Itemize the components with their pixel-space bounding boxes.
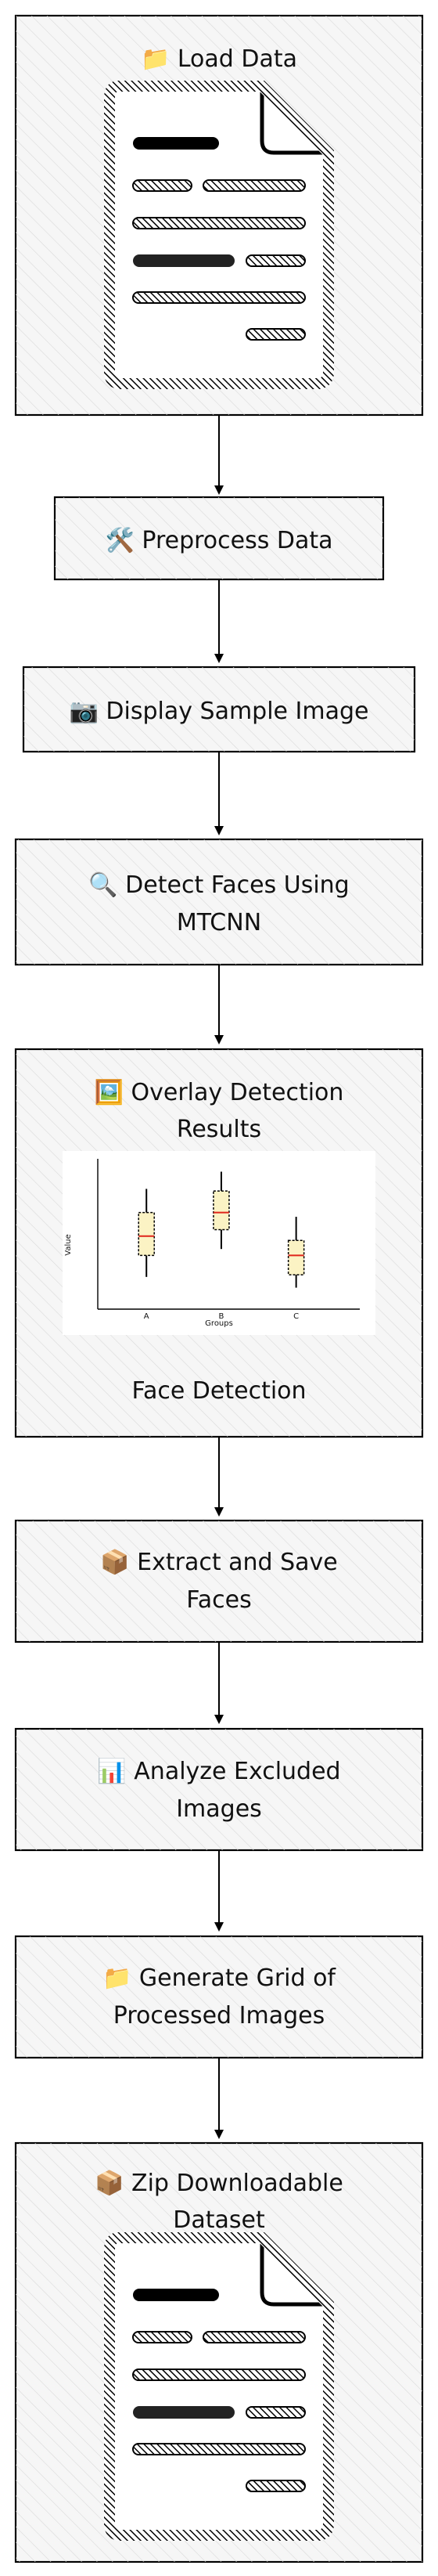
- node-analyze-excluded-line2: Images: [176, 1795, 262, 1823]
- document-icon: [110, 86, 328, 384]
- node-overlay-detection-line1: 🖼️ Overlay Detection: [95, 1078, 344, 1106]
- arrow-6: [214, 1642, 224, 1724]
- node-analyze-excluded: 📊 Analyze Excluded Images: [14, 1727, 424, 1852]
- box-B: [213, 1190, 230, 1231]
- node-extract-save-faces-line2: Faces: [186, 1586, 251, 1614]
- chart-caption: Face Detection: [131, 1377, 306, 1405]
- bar-chart-icon: 📊: [97, 1757, 126, 1785]
- arrow-5: [214, 1437, 224, 1517]
- folder-icon: 📁: [141, 45, 170, 73]
- x-tick-label-A: A: [144, 1312, 149, 1321]
- node-zip-dataset-line1: 📦 Zip Downloadable: [95, 2169, 343, 2197]
- x-tick-label-C: C: [293, 1312, 299, 1321]
- node-analyze-excluded-line1: 📊 Analyze Excluded: [97, 1757, 340, 1785]
- node-load-data-label: 📁 Load Data: [141, 45, 297, 73]
- y-axis-label: Value: [64, 1234, 73, 1255]
- tools-icon: 🛠️: [105, 525, 134, 554]
- package-icon: 📦: [100, 1548, 129, 1576]
- arrow-4: [214, 965, 224, 1044]
- box-C: [287, 1239, 305, 1275]
- arrow-3: [214, 752, 224, 835]
- box-A: [138, 1211, 155, 1257]
- node-display-sample-image-label: 📷 Display Sample Image: [70, 698, 369, 725]
- node-zip-dataset-line2: Dataset: [173, 2206, 265, 2234]
- node-generate-grid: 📁 Generate Grid of Processed Images: [14, 1935, 424, 2059]
- camera-icon: 📷: [70, 698, 99, 725]
- folder-icon: 📁: [102, 1964, 131, 1992]
- node-preprocess-data: 🛠️ Preprocess Data: [53, 496, 385, 581]
- node-load-data: 📁 Load Data: [14, 14, 424, 417]
- arrow-2: [214, 579, 224, 663]
- box-plot-chart: Value Groups A B C: [63, 1151, 375, 1335]
- picture-icon: 🖼️: [95, 1078, 124, 1106]
- arrow-1: [214, 415, 224, 495]
- node-detect-faces-line2: MTCNN: [177, 909, 261, 936]
- document-icon: [110, 2238, 328, 2535]
- arrow-7: [214, 1850, 224, 1932]
- node-overlay-detection: 🖼️ Overlay Detection Results Value Group…: [14, 1048, 424, 1438]
- node-detect-faces: 🔍 Detect Faces Using MTCNN: [14, 838, 424, 966]
- arrow-8: [214, 2058, 224, 2139]
- node-zip-dataset: 📦 Zip Downloadable Dataset: [14, 2141, 424, 2563]
- node-generate-grid-line1: 📁 Generate Grid of: [102, 1964, 336, 1992]
- x-axis-label: Groups: [205, 1319, 233, 1328]
- x-tick-label-B: B: [218, 1312, 224, 1321]
- node-extract-save-faces-line1: 📦 Extract and Save: [100, 1548, 338, 1576]
- node-detect-faces-line1: 🔍 Detect Faces Using: [88, 869, 349, 899]
- magnifier-icon: 🔍: [88, 869, 117, 899]
- node-overlay-detection-line2: Results: [177, 1116, 261, 1143]
- node-display-sample-image: 📷 Display Sample Image: [22, 666, 416, 753]
- package-icon: 📦: [95, 2169, 124, 2197]
- node-preprocess-data-label: 🛠️ Preprocess Data: [105, 525, 332, 554]
- node-extract-save-faces: 📦 Extract and Save Faces: [14, 1519, 424, 1643]
- node-generate-grid-line2: Processed Images: [113, 2002, 325, 2029]
